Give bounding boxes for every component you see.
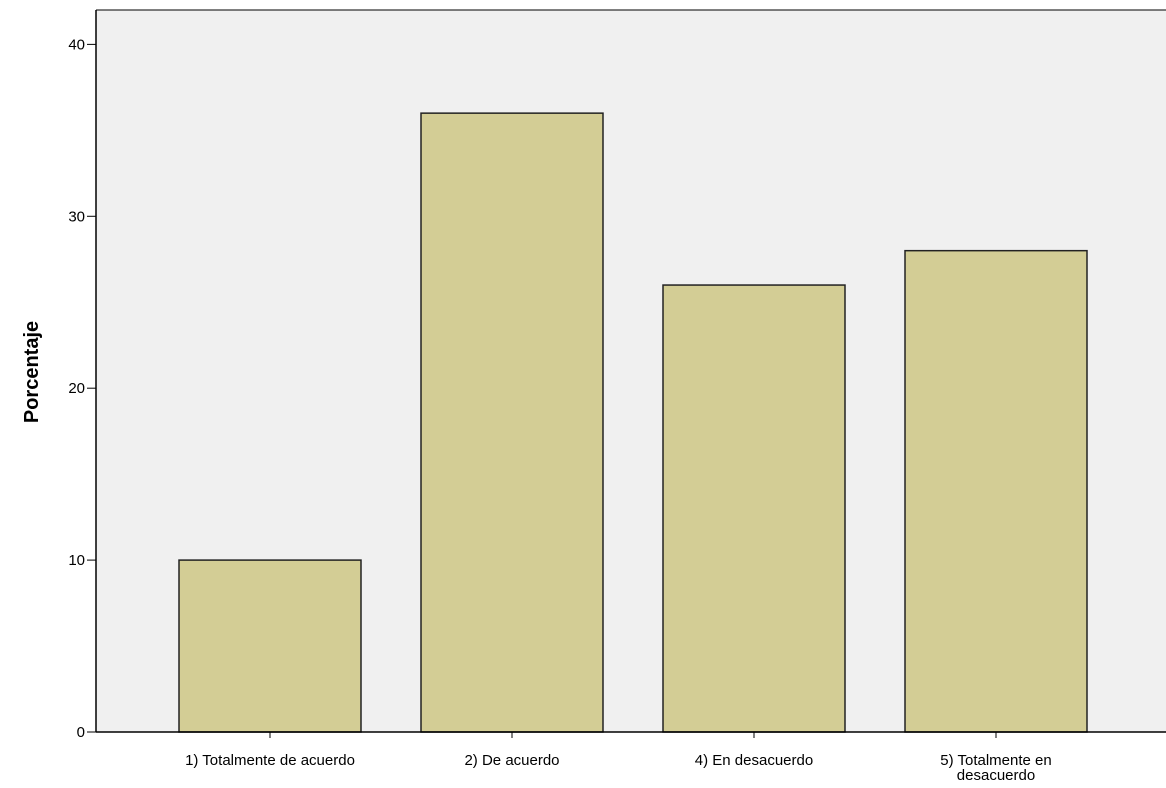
bar — [904, 249, 1088, 733]
x-tick-label: 1) Totalmente de acuerdo — [185, 752, 355, 769]
bar — [662, 284, 846, 733]
y-tick-label: 0 — [77, 724, 85, 741]
x-tick-label: 5) Totalmente en — [940, 752, 1051, 769]
x-tick-label: desacuerdo — [957, 767, 1035, 784]
y-axis-title: Porcentaje — [21, 321, 43, 423]
bar — [420, 112, 604, 733]
bars-layer — [178, 112, 1088, 733]
y-tick-label: 20 — [68, 380, 85, 397]
axes-layer — [87, 9, 1166, 738]
labels-layer: 1) Totalmente de acuerdo 2) De acuerdo 4) … — [68, 36, 1051, 784]
y-tick-label: 30 — [68, 208, 85, 225]
y-tick-label: 40 — [68, 36, 85, 53]
x-tick-label: 2) De acuerdo — [464, 752, 559, 769]
y-tick-label: 10 — [68, 552, 85, 569]
bar — [178, 559, 362, 733]
x-tick-label: 4) En desacuerdo — [695, 752, 813, 769]
